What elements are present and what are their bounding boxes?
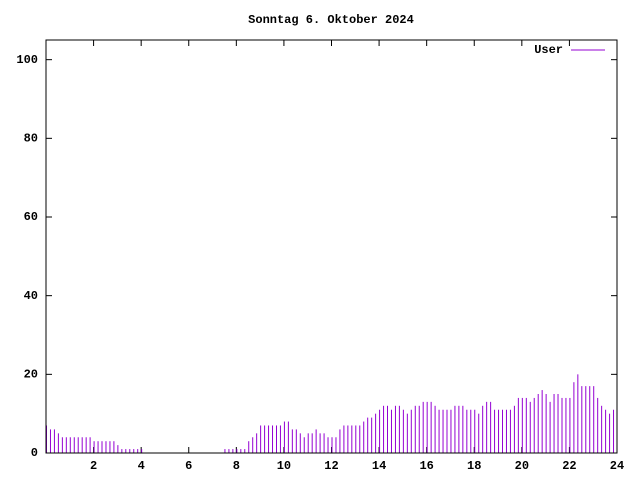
- y-tick-label: 100: [16, 53, 38, 67]
- y-tick-label: 80: [24, 132, 38, 146]
- y-tick-label: 20: [24, 368, 38, 382]
- chart-title: Sonntag 6. Oktober 2024: [248, 13, 414, 27]
- x-tick-label: 18: [467, 459, 481, 473]
- x-tick-label: 6: [185, 459, 192, 473]
- y-tick-label: 0: [31, 446, 38, 460]
- x-tick-label: 20: [515, 459, 529, 473]
- x-tick-label: 10: [277, 459, 291, 473]
- x-tick-label: 24: [610, 459, 624, 473]
- x-tick-label: 16: [419, 459, 433, 473]
- y-tick-label: 40: [24, 289, 38, 303]
- x-tick-label: 22: [562, 459, 576, 473]
- legend-label: User: [534, 43, 563, 57]
- x-tick-label: 12: [324, 459, 338, 473]
- x-tick-label: 2: [90, 459, 97, 473]
- x-tick-label: 4: [138, 459, 145, 473]
- y-tick-label: 60: [24, 210, 38, 224]
- plot-border: [45, 39, 618, 454]
- x-tick-label: 8: [233, 459, 240, 473]
- x-tick-label: 14: [372, 459, 386, 473]
